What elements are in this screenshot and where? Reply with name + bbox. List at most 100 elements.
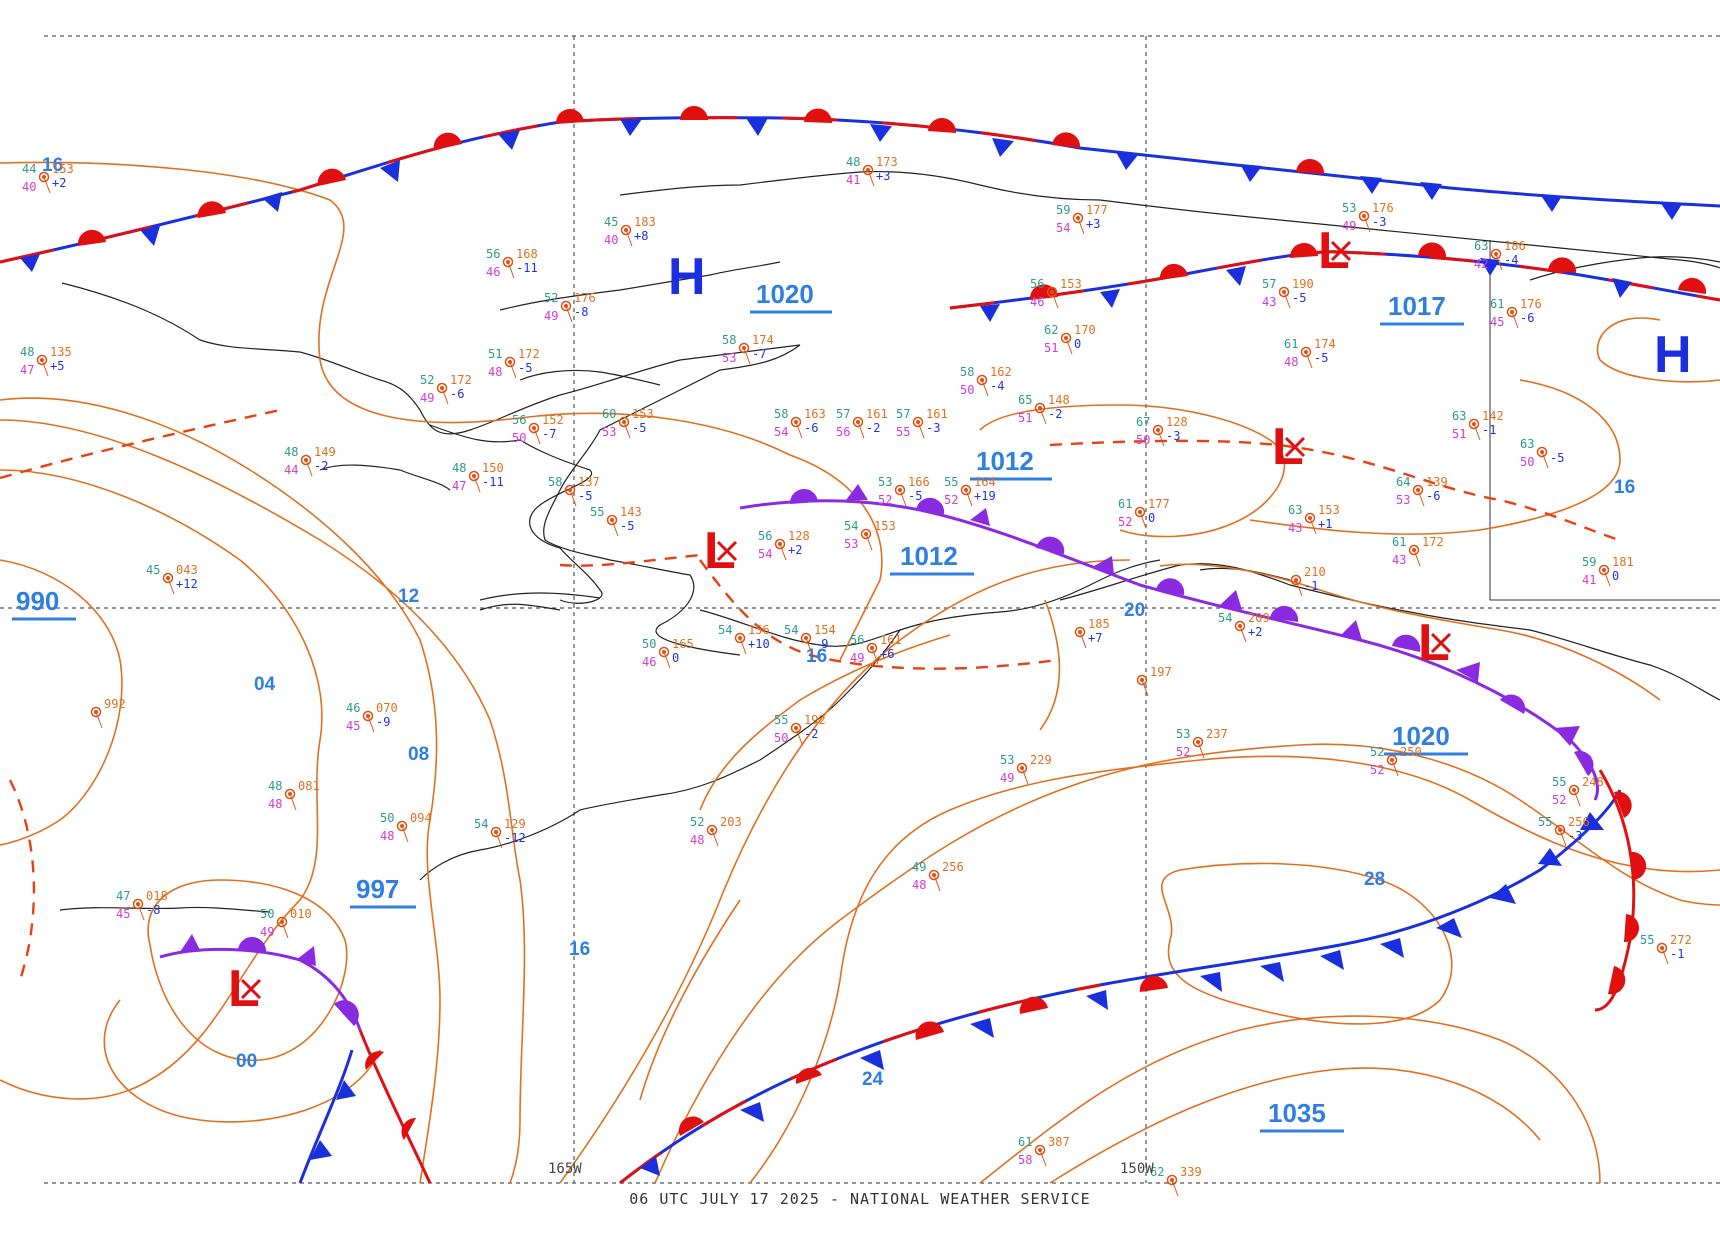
station-temperature: 48 xyxy=(20,345,34,359)
station-temperature: 67 xyxy=(1136,415,1150,429)
station-temperature: 49 xyxy=(912,860,926,874)
station-dewpoint: 50 xyxy=(512,431,526,445)
station-pressure: 161 xyxy=(880,633,902,647)
station-pressure: 163 xyxy=(804,407,826,421)
station-temperature: 52 xyxy=(544,291,558,305)
station-temperature: 62 xyxy=(1044,323,1058,337)
station-temperature: 47 xyxy=(116,889,130,903)
sky-cover-icon xyxy=(800,632,812,644)
sky-cover-icon xyxy=(1152,424,1164,436)
station-pressure-change: -8 xyxy=(574,305,588,319)
station-plot: 53 52 166-5 xyxy=(878,475,930,507)
station-pressure: 148 xyxy=(1048,393,1070,407)
pressure-value: 1012 xyxy=(970,446,1052,481)
station-plot: 53 49 229 xyxy=(1000,753,1052,785)
wind-barb-icon xyxy=(1305,351,1313,369)
sky-cover-icon xyxy=(1034,402,1046,414)
station-plot: 57 55 161-3 xyxy=(896,407,948,439)
wind-barb-icon xyxy=(1039,407,1047,425)
sky-cover-icon xyxy=(468,470,480,482)
station-pressure: 153 xyxy=(632,407,654,421)
wind-barb-icon xyxy=(795,421,803,439)
wind-barb-icon xyxy=(623,421,631,439)
station-pressure: 170 xyxy=(1074,323,1096,337)
station-pressure: 070 xyxy=(376,701,398,715)
station-temperature: 53 xyxy=(1342,201,1356,215)
sky-cover-icon xyxy=(560,300,572,312)
station-pressure: 229 xyxy=(1030,753,1052,767)
station-temperature: 56 xyxy=(758,529,772,543)
station-pressure: 186 xyxy=(1504,239,1526,253)
sky-cover-icon xyxy=(1412,484,1424,496)
station-plot: 58 50 162-4 xyxy=(960,365,1012,397)
sky-cover-icon xyxy=(36,354,48,366)
station-dewpoint: 54 xyxy=(774,425,788,439)
low-pressure-center: L xyxy=(1272,418,1306,476)
station-pressure-change: +3 xyxy=(1086,217,1100,231)
wind-barb-icon xyxy=(281,921,289,939)
station-pressure-change: -9 xyxy=(814,637,828,651)
station-pressure: 172 xyxy=(518,347,540,361)
station-pressure-change: 0 xyxy=(672,651,679,665)
station-dewpoint: 48 xyxy=(690,833,704,847)
station-dewpoint: 41 xyxy=(1582,573,1596,587)
station-plots: 4440153+24847135+54540183+85646168-11524… xyxy=(20,155,1692,1197)
sky-cover-icon xyxy=(162,572,174,584)
front-northeast xyxy=(1339,242,1720,302)
station-plot: 46 45 070-9 xyxy=(346,701,398,733)
sky-cover-icon xyxy=(1072,212,1084,224)
station-dewpoint: 47 xyxy=(20,363,34,377)
wind-barb-icon xyxy=(1417,489,1425,507)
station-dewpoint: 49 xyxy=(420,391,434,405)
sky-cover-icon xyxy=(1656,942,1668,954)
wind-barb-icon xyxy=(1603,569,1611,587)
low-pressure-center: L xyxy=(228,960,262,1018)
pressure-value: 1012 xyxy=(890,541,974,576)
station-temperature: 50 xyxy=(380,811,394,825)
station-dewpoint: 45 xyxy=(116,907,130,921)
station-pressure: 018 xyxy=(146,889,168,903)
station-pressure: 156 xyxy=(748,623,770,637)
station-pressure-change: -2 xyxy=(866,421,880,435)
station-plot: 47 45 018-8 xyxy=(116,889,168,921)
station-temperature: 53 xyxy=(878,475,892,489)
station-dewpoint: 48 xyxy=(268,797,282,811)
station-pressure: 043 xyxy=(176,563,198,577)
station-temperature: 51 xyxy=(488,347,502,361)
station-temperature: 58 xyxy=(774,407,788,421)
station-plot: 185+7 xyxy=(1074,617,1110,649)
wind-barb-icon xyxy=(865,533,873,551)
station-temperature: 56 xyxy=(486,247,500,261)
svg-text:L: L xyxy=(704,522,736,580)
low-center-x-icon xyxy=(1330,240,1352,262)
wind-barb-icon xyxy=(1141,679,1149,697)
low-pressure-center: L xyxy=(1318,222,1352,280)
station-pressure-change: +7 xyxy=(1088,631,1102,645)
station-pressure: 162 xyxy=(990,365,1012,379)
sky-cover-icon xyxy=(362,710,374,722)
sky-cover-icon xyxy=(1554,824,1566,836)
isobars xyxy=(0,161,1720,1184)
sky-cover-icon xyxy=(528,422,540,434)
sky-cover-icon xyxy=(132,898,144,910)
station-pressure: 174 xyxy=(752,333,774,347)
station-dewpoint: 47 xyxy=(452,479,466,493)
station-pressure: 387 xyxy=(1048,1135,1070,1149)
station-pressure-change: +19 xyxy=(974,489,996,503)
station-pressure-change: -2 xyxy=(314,459,328,473)
wind-barb-icon xyxy=(867,169,875,187)
longitude-label-165w: 165W xyxy=(548,1161,582,1177)
station-temperature: 55 xyxy=(1538,815,1552,829)
station-dewpoint: 49 xyxy=(1342,219,1356,233)
sky-cover-icon xyxy=(1074,626,1086,638)
station-pressure-change: +8 xyxy=(634,229,648,243)
wind-barb-icon xyxy=(1473,423,1481,441)
station-pressure: 256 xyxy=(942,860,964,874)
station-dewpoint: 46 xyxy=(486,265,500,279)
station-temperature: 44 xyxy=(22,162,36,176)
station-pressure-change: -4 xyxy=(990,379,1004,393)
isobar-label: 16 xyxy=(569,939,590,960)
station-dewpoint: 48 xyxy=(380,829,394,843)
station-dewpoint: 53 xyxy=(1396,493,1410,507)
